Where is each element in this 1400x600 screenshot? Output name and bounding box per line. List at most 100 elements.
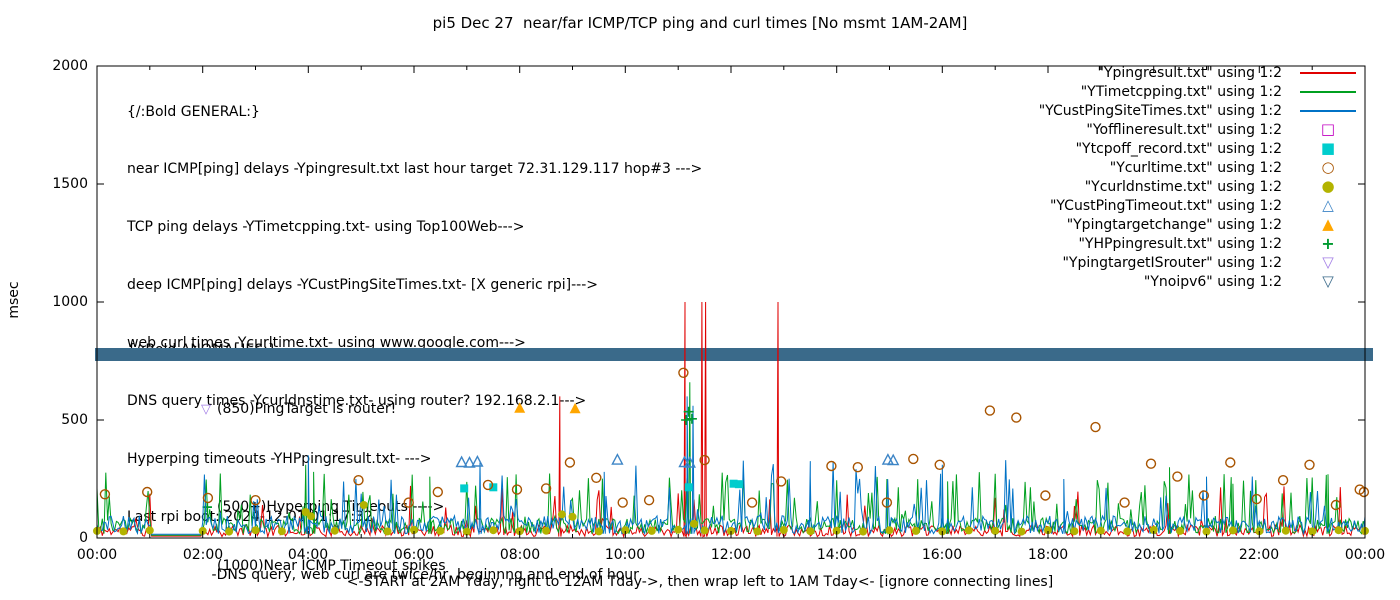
marker-dns (1281, 526, 1290, 535)
marker-tcp_off (734, 480, 743, 489)
square-open-icon: □ (1320, 120, 1336, 138)
y-tick-label: 500 (61, 412, 88, 428)
x-tick-label: 10:00 (604, 547, 646, 563)
legend-item-yofflineresult: "Yofflineresult.txt" using 1:2 □ (1039, 120, 1366, 139)
marker-curl (1225, 457, 1236, 468)
marker-dns (1361, 526, 1369, 535)
legend-label: "Yofflineresult.txt" using 1:2 (1086, 121, 1282, 138)
legend-label: "Ycurldnstime.txt" using 1:2 (1084, 178, 1282, 195)
marker-dns (1228, 526, 1237, 535)
triangle-down-icon: ▽ (201, 401, 211, 417)
anomaly-text: (500+)Hyperping Timeouts ----> (217, 498, 445, 515)
anomaly-item: + (500+)Hyperping Timeouts ----> (127, 498, 446, 518)
marker-dns (1096, 526, 1105, 535)
marker-dns (832, 526, 841, 535)
y-tick-label: 1500 (52, 176, 88, 192)
blue-line-sample (1300, 109, 1356, 112)
plus-icon: + (1321, 233, 1335, 253)
marker-curl (1251, 493, 1262, 505)
marker-dns (885, 526, 894, 535)
marker-curl (1277, 475, 1289, 486)
anomaly-text: (850)PingTarget is router! (217, 400, 397, 417)
y-tick-label: 2000 (52, 58, 88, 74)
marker-dns (859, 527, 868, 536)
legend-sample (1290, 63, 1366, 82)
legend-item-ycustpingtimeout: "YCustPingTimeout.txt" using 1:2 △ (1039, 196, 1366, 215)
no-marker (201, 557, 217, 577)
square-filled-icon: ■ (1320, 139, 1336, 157)
marker-dns (964, 526, 973, 535)
legend-label: "YCustPingSiteTimes.txt" using 1:2 (1038, 102, 1282, 119)
marker-curl (99, 489, 111, 500)
legend-label: "Ypingtargetchange" using 1:2 (1066, 216, 1282, 233)
legend-sample: ▽ (1290, 253, 1366, 272)
marker-curl (746, 497, 758, 508)
legend-item-ycustpingsitetimes: "YCustPingSiteTimes.txt" using 1:2 (1039, 101, 1366, 120)
marker-curl (1090, 421, 1101, 433)
marker-curl (1119, 497, 1130, 508)
marker-curl (908, 453, 919, 465)
legend-sample: ▽ (1290, 272, 1366, 291)
marker-dns (1123, 527, 1132, 536)
marker-curl (826, 460, 837, 472)
legend-sample: △ (1290, 196, 1366, 215)
legend-item-ytimetcpping: "YTimetcpping.txt" using 1:2 (1039, 82, 1366, 101)
marker-dns (1149, 526, 1158, 534)
legend-item-ypingtargetisrouter: "YpingtargetISrouter" using 1:2 ▽ (1039, 253, 1366, 272)
triangle-filled-icon: ▲ (1322, 215, 1334, 233)
x-tick-label: 12:00 (710, 547, 752, 563)
x-tick-label: 00:00 (1344, 547, 1386, 563)
marker-curl (1172, 471, 1183, 482)
red-line-sample (1300, 71, 1356, 74)
marker-dns (1176, 526, 1185, 535)
marker-dns (806, 527, 815, 536)
marker-curl (881, 497, 893, 508)
legend-label: "Ytcpoff_record.txt" using 1:2 (1075, 140, 1282, 157)
marker-dns (727, 526, 735, 535)
legend-sample: ▲ (1290, 215, 1366, 234)
annotation-line: -DNS query, web curl are twice/hr, begin… (127, 566, 639, 583)
marker-curl (1304, 459, 1315, 470)
marker-dns (1044, 526, 1052, 535)
green-line-sample (1300, 90, 1356, 93)
marker-dns (1070, 527, 1079, 536)
legend-label: "YCustPingTimeout.txt" using 1:2 (1049, 197, 1282, 214)
marker-dns (991, 526, 1000, 535)
x-tick-label: 16:00 (921, 547, 963, 563)
general-heading: {/:Bold GENERAL:} (127, 103, 260, 120)
legend-sample: + (1290, 234, 1366, 253)
x-tick-label: 20:00 (1133, 547, 1175, 563)
legend-item-ynoipv6: "Ynoipv6" using 1:2 ▽ (1039, 272, 1366, 291)
y-axis-label: msec (6, 281, 22, 319)
x-tick-label: 22:00 (1238, 547, 1280, 563)
marker-dns (1017, 527, 1026, 536)
marker-curl (984, 405, 996, 416)
legend-sample: ■ (1290, 139, 1366, 158)
x-tick-label: 18:00 (1027, 547, 1069, 563)
anomalies-annotations: {/:Bold ANOMALIES:} ▽ (850)PingTarget is… (127, 302, 446, 600)
legend-item-ycurldnstime: "Ycurldnstime.txt" using 1:2 ● (1039, 177, 1366, 196)
marker-dns (1334, 526, 1343, 535)
circle-open-icon: ○ (1321, 158, 1335, 176)
marker-curl (934, 459, 945, 470)
annotation-line: deep ICMP[ping] delays -YCustPingSiteTim… (127, 277, 598, 294)
triangle-down-icon: ▽ (1322, 272, 1334, 290)
legend-label: "Ynoipv6" using 1:2 (1143, 273, 1282, 290)
marker-dns (938, 527, 947, 536)
marker-curl (1354, 484, 1365, 495)
legend-item-yhppingresult: "YHPpingresult.txt" using 1:2 + (1039, 234, 1366, 253)
annotation-line: near ICMP[ping] delays -Ypingresult.txt … (127, 161, 703, 178)
chart-title: pi5 Dec 27 near/far ICMP/TCP ping and cu… (432, 14, 968, 32)
x-tick-label: 02:00 (182, 547, 224, 563)
marker-dns (93, 526, 101, 535)
legend-label: "YpingtargetISrouter" using 1:2 (1062, 254, 1282, 271)
marker-curl (1011, 412, 1022, 423)
triangle-down-icon: ▽ (1322, 253, 1334, 271)
x-tick-label: 06:00 (393, 547, 435, 563)
marker-curl (1198, 490, 1210, 501)
anomalies-heading: {/:Bold ANOMALIES:} (127, 342, 277, 359)
legend: "Ypingresult.txt" using 1:2 "YTimetcppin… (1039, 63, 1366, 291)
marker-curl (1330, 499, 1342, 511)
legend-item-ytcpoff-record: "Ytcpoff_record.txt" using 1:2 ■ (1039, 139, 1366, 158)
